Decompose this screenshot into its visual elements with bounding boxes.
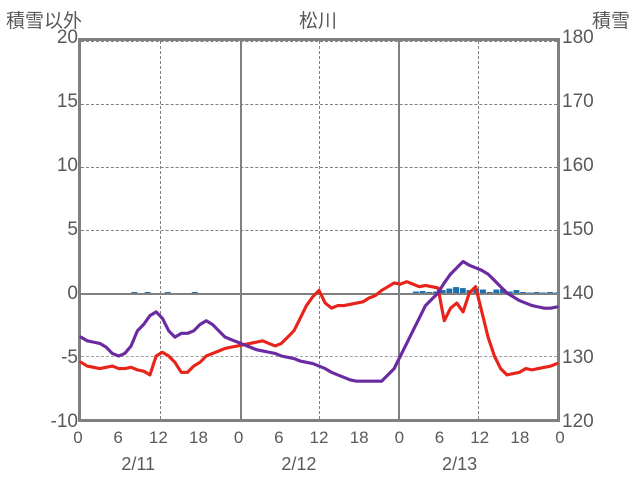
left-axis-tick-5: 5 [67, 219, 78, 241]
snow-bar-segment [493, 290, 499, 293]
date-label-2-13: 2/13 [442, 454, 477, 475]
x-tick-label-day2-h6: 6 [274, 428, 283, 448]
x-tick-label-day1-h18: 18 [189, 428, 208, 448]
snow-bar-segment [487, 292, 493, 293]
snow-bar-segment [547, 292, 553, 293]
snow-bar-segment [446, 289, 452, 293]
x-tick-label-day3-h18: 18 [510, 428, 529, 448]
right-axis-tick-150: 150 [562, 219, 594, 241]
date-label-2-11: 2/11 [121, 454, 155, 475]
snow-chart-container: 積雪以外 松川 積雪 20 15 10 [0, 0, 636, 501]
snow-bar-segment [426, 292, 432, 293]
x-tick-label-day1-h12: 12 [149, 428, 168, 448]
right-axis-tick-170: 170 [562, 91, 594, 113]
data-plot-svg [81, 41, 557, 419]
x-tick-label-day1-h6: 6 [113, 428, 122, 448]
x-tick-label-day3-h12: 12 [470, 428, 489, 448]
left-axis-tick-neg5: -5 [61, 347, 78, 369]
snow-bar-segment [165, 292, 171, 293]
snow-bar-segment [520, 292, 526, 293]
x-tick-label-day2-h12: 12 [310, 428, 329, 448]
gridline-neg10 [81, 419, 557, 420]
x-tick-label-day3-h6: 6 [435, 428, 444, 448]
snow-bar-segment [192, 292, 198, 293]
snow-bar-segment [413, 292, 419, 293]
snow-bar-segment [534, 292, 540, 293]
snow-bar-segment [453, 287, 459, 293]
snow-bar-segment [145, 292, 151, 293]
snow-bar-segment [420, 291, 426, 293]
left-axis-tick-15: 15 [57, 91, 78, 113]
right-axis-tick-130: 130 [562, 347, 594, 369]
snow-bar-segment [513, 290, 519, 293]
x-tick-label-day1-h0: 0 [73, 428, 82, 448]
snow-bar-segment [131, 292, 137, 293]
title-right-label: 積雪 [592, 6, 630, 33]
right-axis-tick-120: 120 [562, 411, 594, 433]
snow-bar-segment [480, 290, 486, 293]
right-axis-tick-140: 140 [562, 283, 594, 305]
title-center-label: 松川 [299, 6, 337, 33]
date-label-2-12: 2/12 [281, 454, 316, 475]
x-tick-label-day3-h0: 0 [395, 428, 404, 448]
snow-bar-segment [460, 288, 466, 293]
x-tick-label-final-0: 0 [555, 428, 564, 448]
right-axis-tick-180: 180 [562, 27, 594, 49]
left-axis-tick-10: 10 [57, 155, 78, 177]
non-snow-red-line [81, 282, 557, 375]
snow-bars-group [131, 287, 559, 293]
x-tick-label-day2-h0: 0 [234, 428, 243, 448]
right-axis-tick-160: 160 [562, 155, 594, 177]
left-axis-tick-20: 20 [57, 27, 78, 49]
plot-area [78, 38, 560, 422]
x-tick-label-day2-h18: 18 [350, 428, 369, 448]
left-axis-tick-0: 0 [67, 283, 78, 305]
